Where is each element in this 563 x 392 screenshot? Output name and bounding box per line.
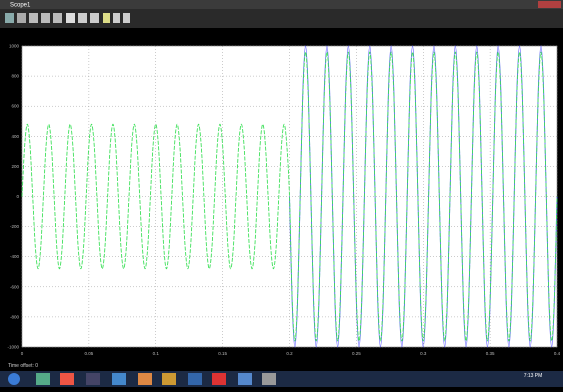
x-tick-label: 0.2 xyxy=(286,351,293,356)
y-tick-label: 200 xyxy=(11,164,19,169)
y-tick-label: -400 xyxy=(10,254,20,259)
x-tick-label: 0.4 xyxy=(554,351,561,356)
x-tick-label: 0.1 xyxy=(153,351,160,356)
y-tick-label: 1000 xyxy=(9,44,20,49)
x-tick-label: 0.15 xyxy=(218,351,227,356)
y-tick-label: 800 xyxy=(11,74,19,79)
title-bar xyxy=(0,0,563,9)
x-tick-label: 0.3 xyxy=(420,351,427,356)
y-tick-label: 600 xyxy=(11,104,19,109)
page: Scope1 -1000 -800 -600 -400 -200 0 200 400 600 80… xyxy=(0,0,563,387)
time-offset: Time offset: 0 xyxy=(8,363,38,369)
y-tick-label: -1000 xyxy=(7,345,19,350)
y-tick-label: -600 xyxy=(10,284,20,289)
taskbar-clock: 7:13 PM xyxy=(524,373,543,379)
x-tick-label: 0 xyxy=(21,351,24,356)
y-tick-label: -800 xyxy=(10,314,20,319)
y-tick-label: 400 xyxy=(11,134,19,139)
window-controls[interactable] xyxy=(538,1,561,8)
scope-window: Scope1 -1000 -800 -600 -400 -200 0 200 400 600 80… xyxy=(0,0,563,387)
taskbar xyxy=(0,371,563,387)
window-title: Scope1 xyxy=(10,3,31,9)
y-tick-label: -200 xyxy=(10,224,20,229)
x-tick-label: 0.05 xyxy=(84,351,93,356)
x-tick-label: 0.35 xyxy=(486,351,495,356)
y-tick-label: 0 xyxy=(16,194,19,199)
x-tick-label: 0.25 xyxy=(352,351,361,356)
